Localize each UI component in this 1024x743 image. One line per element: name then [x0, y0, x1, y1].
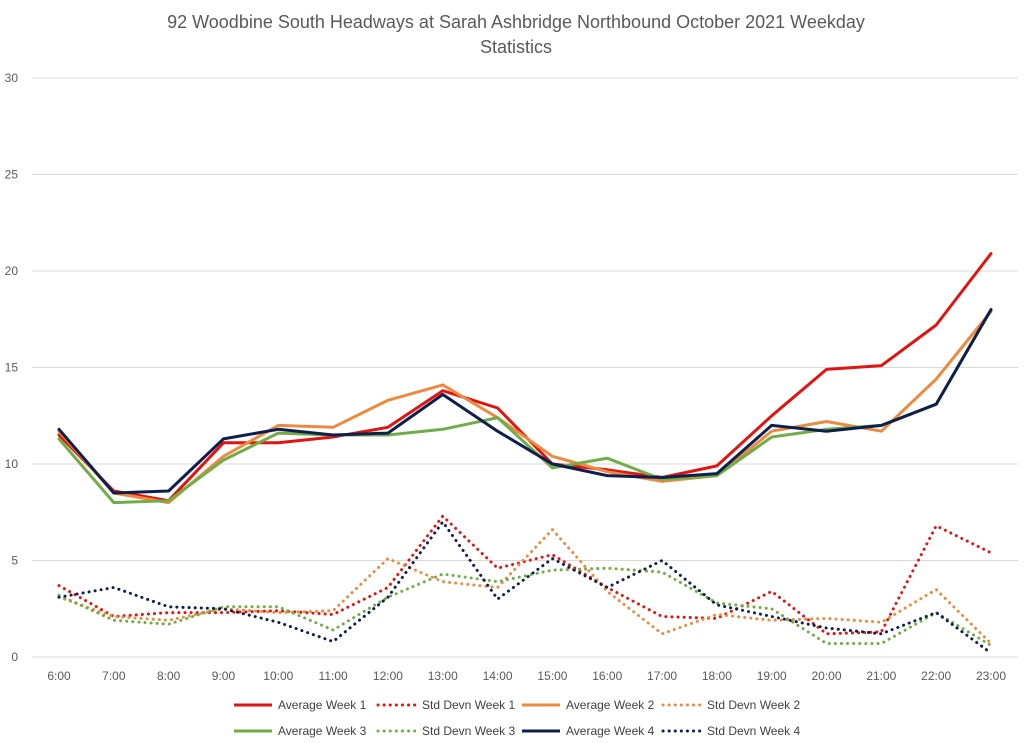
- x-tick-label: 20:00: [812, 669, 842, 683]
- chart-title-line-1: 92 Woodbine South Headways at Sarah Ashb…: [167, 12, 865, 32]
- x-axis-ticks: 6:00 7:00 8:00 9:00 10:00 11:00 12:00 13:00 14:0…: [47, 669, 1006, 683]
- x-tick-label: 6:00: [47, 669, 71, 683]
- x-tick-label: 13:00: [428, 669, 458, 683]
- legend-label: Average Week 2: [566, 698, 655, 712]
- series-line-average-week-3: [57, 308, 993, 505]
- y-tick-label: 0: [11, 650, 18, 664]
- x-tick-label: 23:00: [976, 669, 1006, 683]
- chart-title-line-2: Statistics: [480, 37, 552, 57]
- x-tick-label: 11:00: [319, 669, 348, 683]
- x-tick-label: 10:00: [263, 669, 293, 683]
- series-lines: [57, 252, 993, 655]
- legend-item: Std Devn Week 4: [661, 724, 800, 738]
- y-tick-label: 30: [5, 71, 19, 85]
- y-tick-label: 10: [5, 457, 19, 471]
- series-line-average-week-2: [57, 310, 993, 505]
- legend-label: Std Devn Week 2: [707, 698, 800, 712]
- x-tick-label: 7:00: [102, 669, 126, 683]
- legend-label: Std Devn Week 4: [707, 724, 800, 738]
- legend-label: Std Devn Week 1: [422, 698, 515, 712]
- legend-item: Average Week 3: [234, 724, 367, 738]
- legend-label: Average Week 3: [278, 724, 367, 738]
- y-tick-label: 20: [5, 264, 19, 278]
- legend-label: Average Week 1: [278, 698, 367, 712]
- x-tick-label: 15:00: [537, 669, 567, 683]
- legend: Average Week 1 Std Devn Week 1 Average Wee…: [234, 698, 800, 738]
- x-tick-label: 21:00: [866, 669, 896, 683]
- legend-label: Average Week 4: [566, 724, 655, 738]
- x-tick-label: 14:00: [483, 669, 513, 683]
- series-line-std-devn-week-1: [57, 514, 993, 636]
- x-tick-label: 8:00: [157, 669, 181, 683]
- legend-item: Std Devn Week 3: [376, 724, 515, 738]
- x-tick-label: 18:00: [702, 669, 732, 683]
- y-axis-ticks: 0 5 10 15 20 25 30: [5, 71, 19, 664]
- series-line-average-week-4: [57, 308, 993, 495]
- legend-item: Std Devn Week 2: [661, 698, 800, 712]
- series-line-std-devn-week-4: [57, 520, 993, 655]
- series-line-std-devn-week-2: [57, 528, 993, 645]
- series-line-std-devn-week-3: [57, 566, 993, 647]
- legend-item: Average Week 2: [522, 698, 655, 712]
- legend-item: Average Week 1: [234, 698, 367, 712]
- legend-label: Std Devn Week 3: [422, 724, 515, 738]
- y-tick-label: 5: [11, 554, 18, 568]
- y-tick-label: 25: [5, 168, 19, 182]
- y-tick-label: 15: [5, 361, 19, 375]
- x-tick-label: 9:00: [212, 669, 236, 683]
- x-tick-label: 12:00: [373, 669, 403, 683]
- x-tick-label: 16:00: [592, 669, 622, 683]
- x-tick-label: 22:00: [921, 669, 951, 683]
- x-tick-label: 19:00: [757, 669, 787, 683]
- legend-item: Std Devn Week 1: [376, 698, 515, 712]
- x-tick-label: 17:00: [647, 669, 677, 683]
- legend-item: Average Week 4: [522, 724, 655, 738]
